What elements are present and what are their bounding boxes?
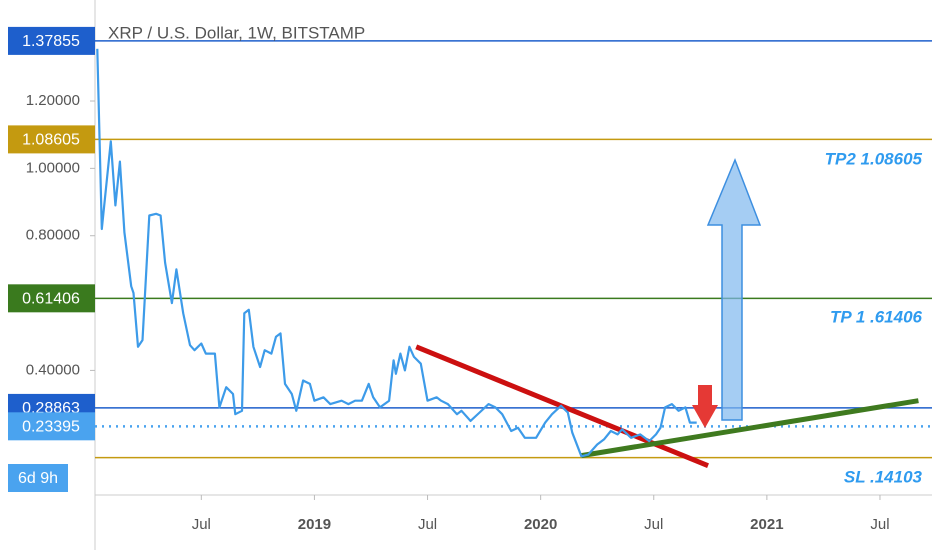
- x-tick-label: Jul: [870, 516, 889, 533]
- chart-title: XRP / U.S. Dollar, 1W, BITSTAMP: [108, 23, 365, 42]
- level-box: [8, 26, 95, 55]
- annotation: TP 1 .61406: [830, 307, 923, 326]
- level-label: 0.61406: [22, 291, 80, 308]
- level-box: [8, 125, 95, 154]
- price-line: [96, 48, 697, 458]
- level-box: [8, 412, 95, 441]
- y-tick-label: 0.80000: [26, 227, 80, 244]
- level-label: 0.23395: [22, 419, 80, 436]
- up-arrow: [706, 157, 762, 421]
- x-tick-label: Jul: [418, 516, 437, 533]
- x-tick-label: 2020: [524, 516, 557, 533]
- level-label: 1.08605: [22, 132, 80, 149]
- countdown: 6d 9h: [18, 470, 58, 487]
- x-tick-label: Jul: [644, 516, 663, 533]
- trend-line: [580, 398, 919, 459]
- y-tick-label: 1.00000: [26, 159, 80, 176]
- x-tick-label: Jul: [192, 516, 211, 533]
- down-arrow: [692, 385, 718, 428]
- y-tick-label: 1.20000: [26, 92, 80, 109]
- x-tick-label: 2019: [298, 516, 331, 533]
- annotation: SL .14103: [844, 467, 923, 486]
- level-label: 1.37855: [22, 33, 80, 50]
- annotation: TP2 1.08605: [825, 149, 923, 168]
- level-box: [8, 284, 95, 313]
- x-tick-label: 2021: [750, 516, 783, 533]
- countdown-box: [8, 464, 68, 492]
- y-tick-label: 0.40000: [26, 361, 80, 378]
